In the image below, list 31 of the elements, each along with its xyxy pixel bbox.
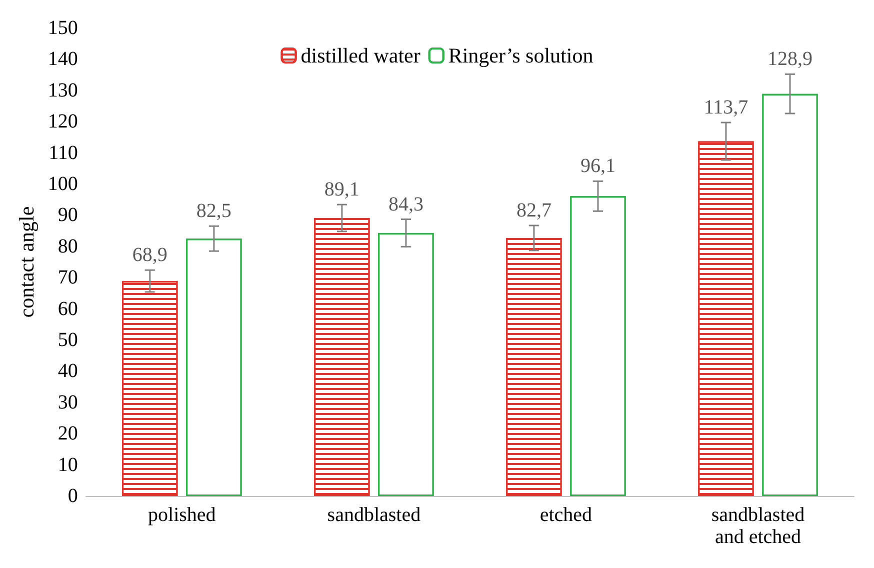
y-tick-label: 20 [58, 422, 78, 445]
data-label: 82,5 [196, 200, 232, 222]
data-label: 113,7 [704, 96, 748, 119]
y-tick-label: 40 [58, 360, 78, 382]
x-tick-label: etched [540, 504, 592, 526]
legend-label: distilled water [300, 44, 420, 68]
y-tick-label: 140 [48, 48, 78, 70]
y-tick-label: 120 [48, 110, 78, 133]
y-tick-label: 60 [58, 298, 78, 320]
y-tick-label: 70 [58, 266, 78, 289]
data-label: 84,3 [388, 193, 424, 216]
y-tick-label: 110 [48, 142, 78, 164]
data-label: 68,9 [132, 244, 168, 266]
y-tick-label: 50 [58, 329, 78, 351]
y-tick-label: 150 [48, 17, 78, 39]
y-tick-label: 10 [58, 454, 78, 476]
y-tick-label: 0 [68, 485, 78, 507]
data-label: 96,1 [580, 155, 616, 178]
y-tick-label: 100 [48, 173, 78, 195]
y-tick-label: 130 [48, 79, 78, 102]
x-tick-label: sandblasted and etched [711, 504, 805, 548]
data-label: 128,9 [768, 48, 813, 70]
y-tick-label: 90 [58, 204, 78, 226]
x-tick-label: sandblasted [327, 504, 421, 526]
y-tick-label: 30 [58, 391, 78, 414]
data-label: 89,1 [324, 178, 360, 201]
y-axis-title: contact angle [14, 206, 38, 318]
y-tick-label: 80 [58, 235, 78, 258]
x-tick-label: polished [148, 504, 216, 526]
legend-label: Ringer’s solution [448, 44, 594, 68]
data-label: 82,7 [516, 199, 552, 222]
